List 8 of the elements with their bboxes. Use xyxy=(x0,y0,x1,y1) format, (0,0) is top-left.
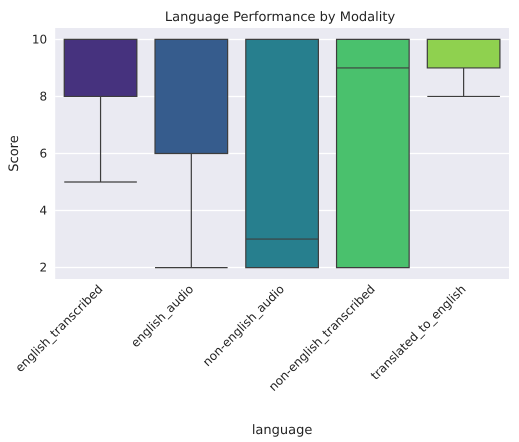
y-tick-label: 4 xyxy=(40,204,48,218)
chart-title: Language Performance by Modality xyxy=(164,10,396,25)
x-axis-title: language xyxy=(252,423,312,438)
y-tick-label: 6 xyxy=(40,146,48,160)
y-tick-label: 8 xyxy=(40,89,48,104)
y-tick-label: 10 xyxy=(32,32,48,46)
y-tick-label: 2 xyxy=(40,260,48,275)
y-axis-title: Score xyxy=(7,135,22,172)
